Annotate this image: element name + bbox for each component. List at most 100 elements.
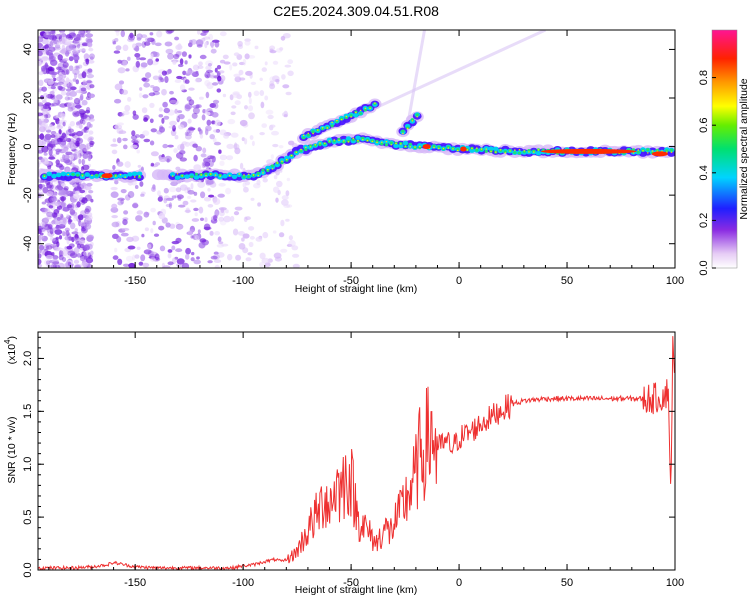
- colorbar-tick-label: 0.4: [698, 165, 710, 180]
- noise-speckle: [187, 195, 192, 199]
- noise-speckle: [213, 215, 218, 221]
- noise-speckle: [201, 114, 206, 121]
- noise-speckle: [158, 195, 163, 200]
- trace-blob-upper-branch: [326, 127, 329, 129]
- noise-speckle: [249, 135, 254, 140]
- noise-speckle: [88, 130, 94, 135]
- noise-speckle: [114, 247, 118, 253]
- noise-speckle: [81, 71, 87, 79]
- noise-speckle: [114, 38, 119, 42]
- trace-blob-main-trace: [176, 173, 179, 175]
- trace-blob-main-trace: [446, 145, 450, 149]
- noise-speckle: [270, 154, 275, 160]
- noise-speckle: [129, 32, 134, 39]
- noise-speckle: [41, 217, 49, 224]
- noise-speckle: [114, 124, 123, 130]
- trace-blob-main-trace: [276, 162, 279, 164]
- noise-speckle: [150, 151, 159, 157]
- noise-speckle: [118, 130, 127, 134]
- noise-speckle: [185, 70, 193, 75]
- noise-speckle: [65, 88, 72, 92]
- noise-speckle: [149, 140, 155, 146]
- noise-speckle: [41, 221, 48, 225]
- noise-speckle: [73, 259, 80, 264]
- noise-speckle: [176, 224, 184, 230]
- noise-speckle: [248, 226, 255, 231]
- noise-speckle: [58, 71, 65, 76]
- trace-blob-main-trace: [400, 143, 402, 145]
- noise-speckle: [238, 243, 246, 250]
- trace-hotspot: [422, 144, 431, 150]
- noise-speckle: [259, 90, 265, 96]
- noise-speckle: [147, 58, 154, 66]
- noise-speckle: [63, 37, 72, 42]
- noise-speckle: [203, 157, 211, 163]
- noise-speckle: [234, 76, 242, 83]
- noise-speckle: [209, 134, 215, 140]
- noise-speckle: [167, 144, 174, 148]
- noise-speckle: [84, 223, 92, 230]
- noise-speckle: [159, 76, 163, 81]
- noise-speckle: [61, 148, 69, 153]
- trace-blob-main-trace: [647, 152, 649, 154]
- snr-ytick-label: 0.5: [22, 509, 34, 524]
- noise-speckle: [112, 165, 116, 170]
- noise-speckle: [212, 198, 221, 205]
- trace-blob-main-trace: [503, 150, 507, 154]
- noise-speckle: [161, 70, 167, 76]
- trace-blob-main-trace: [381, 141, 383, 143]
- trace-blob-main-trace: [290, 154, 293, 157]
- noise-speckle: [168, 202, 173, 209]
- noise-speckle: [124, 104, 131, 112]
- trace-blob-main-trace: [337, 137, 341, 141]
- noise-speckle: [40, 95, 44, 100]
- noise-speckle: [44, 102, 52, 107]
- noise-speckle: [127, 191, 135, 198]
- noise-speckle: [79, 95, 84, 101]
- noise-speckle: [242, 233, 250, 239]
- snr-xtick-label: 0: [456, 577, 462, 589]
- noise-speckle: [286, 243, 293, 247]
- noise-speckle: [167, 252, 172, 259]
- noise-speckle: [54, 148, 63, 152]
- noise-speckle: [73, 247, 80, 254]
- trace-blob-upper-branch: [301, 136, 306, 140]
- noise-speckle: [259, 132, 265, 136]
- trace-blob-main-trace: [632, 152, 635, 154]
- noise-speckle: [193, 191, 198, 196]
- noise-speckle: [88, 190, 94, 194]
- trace-blob-upper-branch: [350, 116, 352, 118]
- noise-speckle: [55, 163, 63, 168]
- noise-speckle: [205, 65, 212, 71]
- noise-speckle: [72, 78, 77, 82]
- noise-speckle: [286, 204, 293, 208]
- noise-speckle: [211, 155, 216, 163]
- noise-speckle: [90, 250, 94, 256]
- noise-speckle: [127, 34, 136, 41]
- noise-speckle: [165, 197, 174, 201]
- noise-speckle: [71, 231, 79, 235]
- trace-blob-main-trace: [355, 135, 361, 141]
- noise-speckle: [51, 197, 58, 202]
- snr-series: [38, 336, 675, 570]
- trace-blob-main-trace: [476, 147, 478, 149]
- noise-speckle: [190, 257, 195, 262]
- snr-line: [38, 336, 675, 570]
- noise-speckle: [70, 211, 78, 217]
- noise-speckle: [53, 132, 61, 139]
- noise-speckle: [68, 126, 72, 131]
- noise-speckle: [78, 123, 83, 129]
- noise-speckle: [56, 205, 63, 210]
- trace-blob-main-trace: [304, 148, 308, 152]
- noise-speckle: [143, 249, 152, 255]
- noise-speckle: [184, 60, 188, 65]
- noise-speckle: [131, 130, 136, 137]
- noise-speckle: [83, 127, 87, 132]
- trace-blob-main-trace: [352, 137, 355, 140]
- noise-speckle: [223, 61, 231, 65]
- noise-speckle: [111, 149, 118, 155]
- noise-speckle: [40, 221, 46, 228]
- noise-speckle: [179, 84, 186, 91]
- noise-speckle: [202, 109, 206, 114]
- trace-blob-main-trace: [433, 146, 435, 149]
